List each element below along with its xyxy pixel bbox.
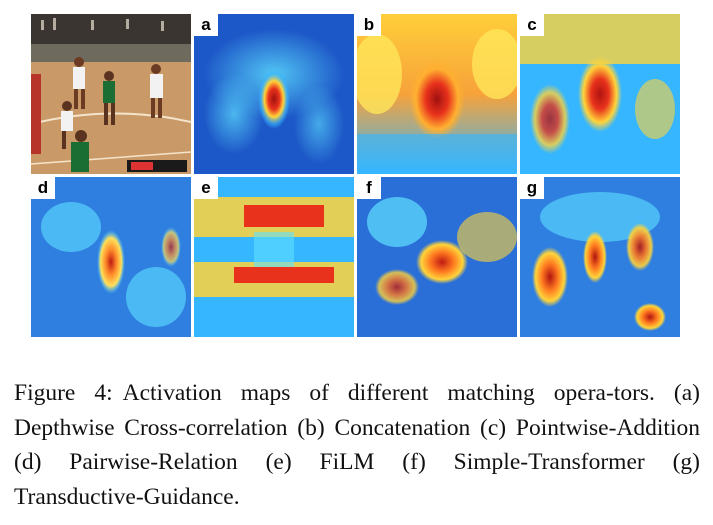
panel-label-a: a: [194, 14, 218, 36]
heatmap-a: [194, 14, 354, 174]
panel-label-e: e: [194, 177, 218, 199]
panel-label-c: c: [520, 14, 544, 36]
heatmap-e: [194, 177, 354, 337]
panel-b: b: [357, 14, 517, 174]
panel-label-f: f: [357, 177, 381, 199]
heatmap-d: [31, 177, 191, 337]
heatmap-g: [520, 177, 680, 337]
panel-label-g: g: [520, 177, 544, 199]
heatmap-f: [357, 177, 517, 337]
figure-grid: a b: [31, 14, 681, 337]
panel-g: g: [520, 177, 680, 337]
panel-e: e: [194, 177, 354, 337]
figure-caption: Figure 4: Activation maps of different ma…: [14, 376, 700, 514]
panel-d: d: [31, 177, 191, 337]
panel-label-d: d: [31, 177, 55, 199]
panel-original-photo: [31, 14, 191, 174]
heatmap-b: [357, 14, 517, 174]
panel-c: c: [520, 14, 680, 174]
basketball-photo: [31, 14, 191, 174]
figure-number: Figure 4:: [14, 380, 113, 406]
panel-f: f: [357, 177, 517, 337]
heatmap-c: [520, 14, 680, 174]
panel-label-b: b: [357, 14, 381, 36]
caption-text: Activation maps of different matching op…: [14, 380, 700, 510]
panel-a: a: [194, 14, 354, 174]
